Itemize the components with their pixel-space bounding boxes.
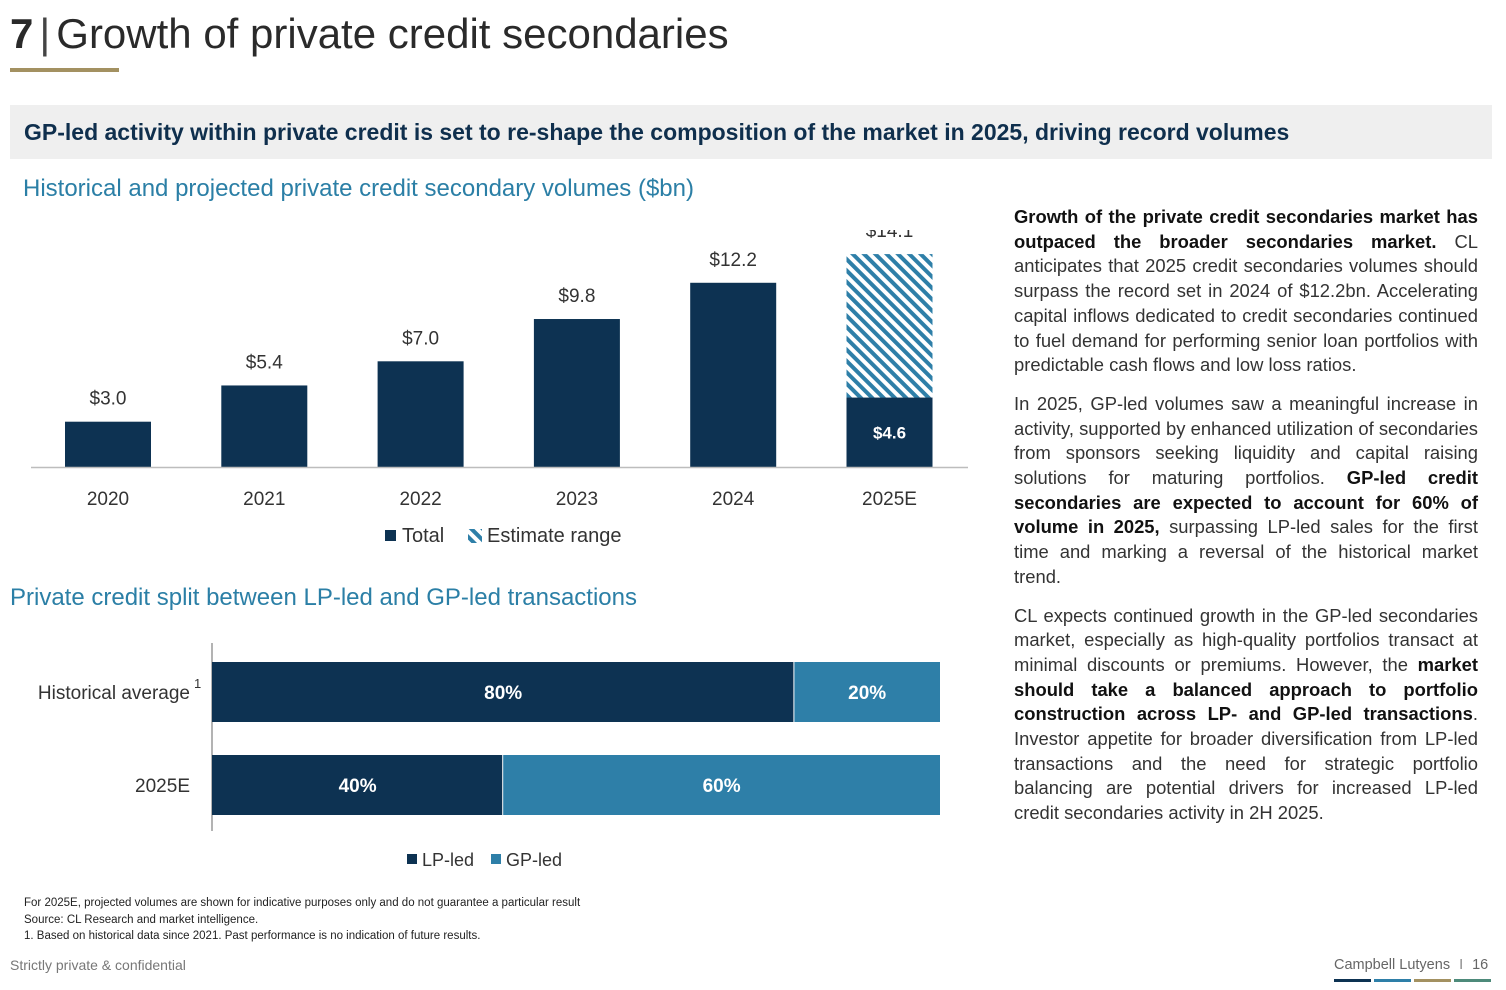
paragraph-1: Growth of the private credit secondaries… xyxy=(1014,205,1478,378)
x-tick-2021: 2021 xyxy=(243,489,285,510)
brand-bar-3 xyxy=(1414,979,1451,982)
bar-total-2021 xyxy=(221,385,308,467)
bar-gp-led-historical-average xyxy=(794,662,940,722)
x-tick-2024: 2024 xyxy=(712,489,755,510)
commentary-text: Growth of the private credit secondaries… xyxy=(1014,205,1478,840)
brand-bar-4 xyxy=(1454,979,1491,982)
bar-gp-led-2025e xyxy=(503,755,940,815)
paragraph-3-emphasis: market should take a balanced approach t… xyxy=(1014,653,1478,725)
split-stacked-bar-chart: 80% 20% Historical average 1 40% 60% 2025E LP-… xyxy=(38,643,940,870)
paragraph-3: CL expects continued growth in the GP-le… xyxy=(1014,604,1478,826)
bar-label-gp-led-historical-average: 20% xyxy=(848,683,886,704)
split-chart-title: Private credit split between LP-led and … xyxy=(10,584,637,611)
brand-bar-2 xyxy=(1374,979,1411,982)
volume-chart-title: Historical and projected private credit … xyxy=(23,175,694,202)
paragraph-3-end: . Investor appetite for broader diversif… xyxy=(1014,703,1478,824)
title-underline xyxy=(10,68,119,72)
paragraph-2-start: In 2025, GP-led volumes saw a meaningful… xyxy=(1014,392,1478,489)
bar-total-2024 xyxy=(690,282,777,467)
footnote-source: Source: CL Research and market intellige… xyxy=(24,913,259,926)
paragraph-1-body: CL anticipates that 2025 credit secondar… xyxy=(1014,230,1478,376)
brand-name: Campbell Lutyens xyxy=(1334,957,1451,973)
bar-total-2020 xyxy=(65,421,151,467)
bar-label-gp-led-2025e: 60% xyxy=(703,776,741,797)
bar-lp-led-2025e xyxy=(212,755,503,815)
title-separator: | xyxy=(39,10,51,57)
footnote-1: 1. Based on historical data since 2021. … xyxy=(24,930,481,942)
footnote-marker: 1 xyxy=(194,676,201,691)
data-label-2020: $3.0 xyxy=(90,389,127,410)
legend-gp-label: GP-led xyxy=(506,850,562,870)
paragraph-3-start: CL expects continued growth in the GP-le… xyxy=(1014,604,1478,675)
legend-lp-label: LP-led xyxy=(422,850,474,870)
brand-separator: I xyxy=(1459,957,1464,973)
section-number: 7 xyxy=(10,10,34,57)
data-label-2023: $9.8 xyxy=(558,286,595,307)
x-tick-2023: 2023 xyxy=(556,489,598,510)
bar-label-lp-led-historical-average: 80% xyxy=(484,683,522,704)
bar-estimate-2025E xyxy=(846,254,933,398)
data-label-2022: $7.0 xyxy=(402,328,439,349)
footnotes: For 2025E, projected volumes are shown f… xyxy=(24,895,580,945)
page-number: 16 xyxy=(1472,957,1489,973)
x-tick-2022: 2022 xyxy=(399,489,441,510)
y-tick-2025e: 2025E xyxy=(135,776,190,797)
bar-total-2025E xyxy=(846,397,933,467)
paragraph-2-emphasis: GP-led credit secondaries are expected t… xyxy=(1014,467,1478,538)
paragraph-2: In 2025, GP-led volumes saw a meaningful… xyxy=(1014,392,1478,590)
paragraph-1-lead: Growth of the private credit secondaries… xyxy=(1014,206,1478,252)
legend-estimate-label: Estimate range xyxy=(487,525,622,547)
bar-total-2022 xyxy=(377,361,464,467)
footer-brand: Campbell Lutyens I 16 xyxy=(1334,957,1488,973)
title-text: Growth of private credit secondaries xyxy=(56,10,729,57)
inner-label-2025E: $4.6 xyxy=(873,423,906,442)
confidentiality-notice: Strictly private & confidential xyxy=(10,957,186,973)
x-tick-2020: 2020 xyxy=(87,489,129,510)
x-tick-2025E: 2025E xyxy=(862,489,917,510)
y-tick-historical-average: Historical average xyxy=(38,683,190,704)
page-title: 7 | Growth of private credit secondaries xyxy=(10,10,729,58)
bar-lp-led-historical-average xyxy=(212,662,794,722)
legend-total-label: Total xyxy=(402,525,444,547)
paragraph-2-end: surpassing LP-led sales for the first ti… xyxy=(1014,516,1478,587)
bar-total-2023 xyxy=(533,319,620,467)
data-label-2021: $5.4 xyxy=(246,352,283,373)
bar-label-lp-led-2025e: 40% xyxy=(339,776,377,797)
volume-bar-chart: $3.0 2020 $5.4 2021 $7.0 2022 $9.8 2023 $12.2 202… xyxy=(31,230,968,547)
legend-lp-swatch xyxy=(407,854,417,864)
legend-gp-swatch xyxy=(491,854,501,864)
footnote-estimate: For 2025E, projected volumes are shown f… xyxy=(24,897,581,909)
data-label-2024: $12.2 xyxy=(709,250,757,271)
headline-banner: GP-led activity within private credit is… xyxy=(10,105,1492,159)
legend-total-swatch xyxy=(385,530,396,541)
legend-estimate-swatch xyxy=(468,529,482,543)
data-label-2025E: $14.1 xyxy=(866,230,914,242)
brand-bar-1 xyxy=(1334,979,1371,982)
